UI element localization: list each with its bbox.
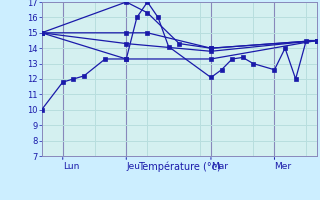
X-axis label: Température (°c): Température (°c) bbox=[138, 162, 220, 172]
Text: Lun: Lun bbox=[63, 162, 79, 171]
Text: Mar: Mar bbox=[211, 162, 228, 171]
Text: Jeu: Jeu bbox=[126, 162, 140, 171]
Text: Mer: Mer bbox=[275, 162, 292, 171]
